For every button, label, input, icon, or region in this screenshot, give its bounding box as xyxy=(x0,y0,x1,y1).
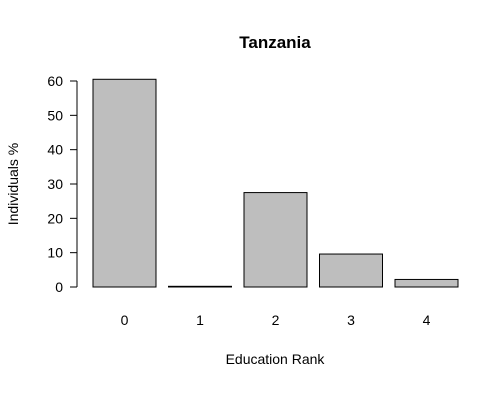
bar-0 xyxy=(92,78,157,288)
x-tick-label: 3 xyxy=(347,312,355,328)
x-axis-tick-labels: 0 1 2 3 4 xyxy=(121,312,431,328)
bar-4 xyxy=(394,278,459,288)
bar-3 xyxy=(319,253,383,288)
bar-1 xyxy=(168,285,232,288)
y-tick-label: 30 xyxy=(47,176,63,192)
x-tick-label: 0 xyxy=(121,312,129,328)
y-axis: 0 10 20 30 40 50 60 xyxy=(47,73,77,295)
y-tick-label: 50 xyxy=(47,107,63,123)
y-tick-label: 40 xyxy=(47,142,63,158)
x-tick-label: 1 xyxy=(196,312,204,328)
x-axis-label: Education Rank xyxy=(226,351,326,367)
bars-group xyxy=(92,78,459,288)
x-tick-label: 4 xyxy=(423,312,431,328)
y-axis-label: Individuals % xyxy=(5,143,21,226)
y-tick-label: 0 xyxy=(55,279,63,295)
y-tick-label: 10 xyxy=(47,245,63,261)
bar-2 xyxy=(243,192,308,288)
y-tick-label: 20 xyxy=(47,210,63,226)
chart-title: Tanzania xyxy=(239,33,311,52)
x-tick-label: 2 xyxy=(272,312,280,328)
y-tick-label: 60 xyxy=(47,73,63,89)
